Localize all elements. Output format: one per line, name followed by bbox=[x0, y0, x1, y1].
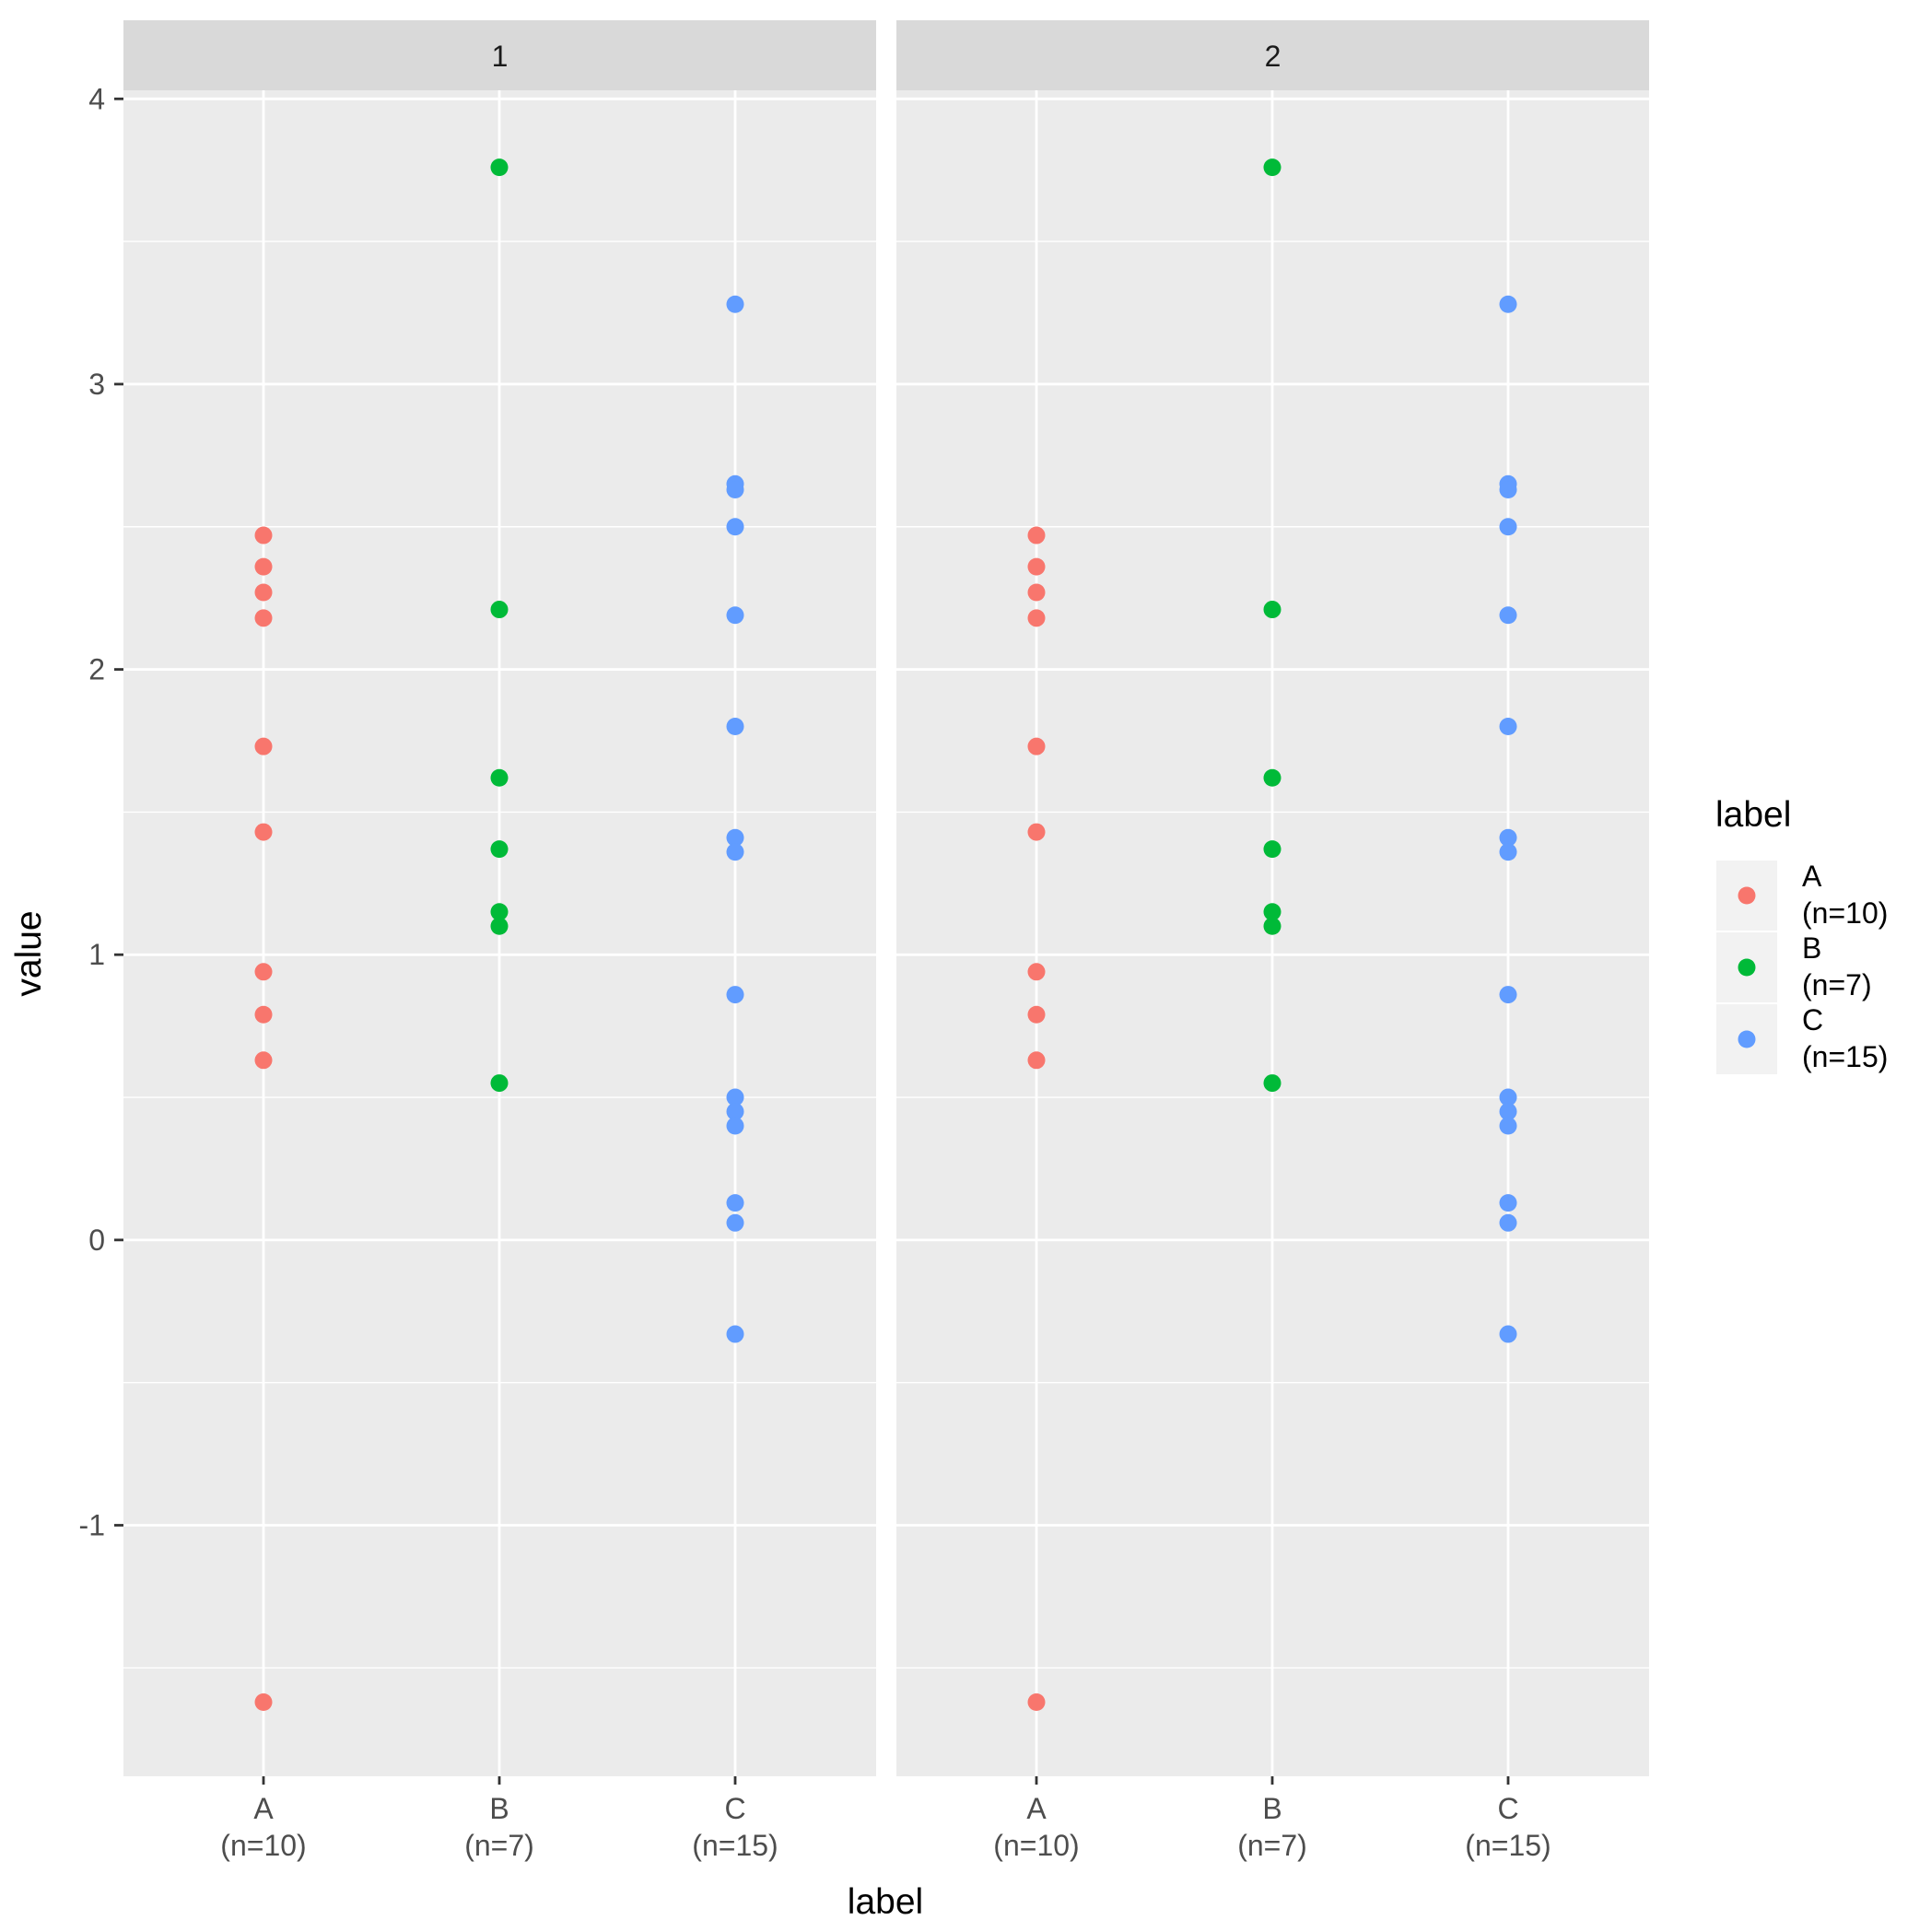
x-tick-label: A (n=10) bbox=[220, 1792, 306, 1862]
legend-title: label bbox=[1715, 795, 1791, 835]
data-point bbox=[726, 518, 744, 536]
data-point bbox=[490, 917, 509, 935]
data-point bbox=[1499, 295, 1517, 313]
data-point bbox=[490, 158, 509, 177]
y-tick-label: -1 bbox=[79, 1509, 105, 1542]
data-point bbox=[1263, 158, 1281, 177]
y-tick-label: 4 bbox=[88, 82, 105, 115]
data-point bbox=[490, 840, 509, 859]
data-point bbox=[254, 1005, 273, 1024]
x-tick-label: C (n=15) bbox=[1465, 1792, 1551, 1862]
data-point bbox=[490, 601, 509, 619]
data-point bbox=[1263, 768, 1281, 787]
y-tick-label: 3 bbox=[88, 368, 105, 401]
data-point bbox=[1027, 583, 1046, 602]
data-point bbox=[1027, 1051, 1046, 1070]
data-point bbox=[726, 1088, 744, 1107]
data-point bbox=[726, 828, 744, 847]
data-point bbox=[726, 1213, 744, 1232]
data-point bbox=[1027, 557, 1046, 576]
data-point bbox=[1027, 823, 1046, 841]
y-tick-label: 0 bbox=[88, 1224, 105, 1257]
data-point bbox=[490, 1074, 509, 1093]
data-point bbox=[1263, 917, 1281, 935]
legend-key-point bbox=[1738, 1030, 1756, 1048]
legend-key bbox=[1714, 1002, 1779, 1076]
facet-strip bbox=[896, 20, 1649, 90]
data-point bbox=[490, 903, 509, 921]
data-point bbox=[726, 843, 744, 861]
data-point bbox=[1027, 1692, 1046, 1711]
data-point bbox=[490, 768, 509, 787]
facet-strip-label: 2 bbox=[1265, 40, 1281, 73]
data-point bbox=[254, 737, 273, 755]
data-point bbox=[1263, 1074, 1281, 1093]
x-tick-label: C (n=15) bbox=[692, 1792, 778, 1862]
data-point bbox=[254, 1051, 273, 1070]
data-point bbox=[1499, 828, 1517, 847]
data-point bbox=[1499, 1088, 1517, 1107]
x-tick-label: B (n=7) bbox=[1237, 1792, 1307, 1862]
data-point bbox=[1263, 601, 1281, 619]
y-axis-title: value bbox=[9, 910, 49, 996]
data-point bbox=[254, 583, 273, 602]
data-point bbox=[726, 1325, 744, 1343]
data-point bbox=[1499, 1325, 1517, 1343]
data-point bbox=[1499, 1194, 1517, 1212]
x-tick-label: B (n=7) bbox=[464, 1792, 534, 1862]
facet-panel-1: 1 A (n=10) B (n=7) C (n=15) bbox=[123, 20, 876, 1862]
data-point bbox=[1499, 481, 1517, 499]
legend: label A (n=10)B (n=7)C (n=15) bbox=[1714, 795, 1888, 1076]
data-point bbox=[1027, 1005, 1046, 1024]
data-point bbox=[1027, 526, 1046, 544]
data-point bbox=[1499, 718, 1517, 736]
data-point bbox=[1027, 737, 1046, 755]
data-point bbox=[1499, 606, 1517, 625]
y-tick-label: 1 bbox=[88, 938, 105, 971]
data-point bbox=[254, 823, 273, 841]
legend-label: B (n=7) bbox=[1802, 931, 1872, 1001]
data-point bbox=[1263, 903, 1281, 921]
x-axis-title: label bbox=[848, 1882, 923, 1922]
data-point bbox=[1499, 518, 1517, 536]
data-point bbox=[1499, 1213, 1517, 1232]
data-point bbox=[254, 526, 273, 544]
facet-strip bbox=[123, 20, 876, 90]
data-point bbox=[726, 606, 744, 625]
legend-label: A (n=10) bbox=[1802, 860, 1888, 930]
data-point bbox=[726, 1117, 744, 1135]
data-point bbox=[1027, 963, 1046, 981]
data-point bbox=[254, 557, 273, 576]
y-tick-label: 2 bbox=[88, 653, 105, 686]
data-point bbox=[726, 1194, 744, 1212]
data-point bbox=[726, 295, 744, 313]
legend-key-point bbox=[1738, 886, 1756, 905]
data-point bbox=[1499, 1103, 1517, 1121]
data-point bbox=[254, 963, 273, 981]
facet-panel-2: 2 A (n=10) B (n=7) C (n=15) bbox=[896, 20, 1649, 1862]
data-point bbox=[254, 609, 273, 627]
facet-strip-label: 1 bbox=[492, 40, 509, 73]
legend-label: C (n=15) bbox=[1802, 1003, 1888, 1073]
data-point bbox=[726, 481, 744, 499]
data-point bbox=[726, 986, 744, 1004]
data-point bbox=[1499, 1117, 1517, 1135]
y-axis: -1 0 1 2 3 4 bbox=[79, 82, 123, 1542]
data-point bbox=[726, 718, 744, 736]
facet-panels: 1 A (n=10) B (n=7) C (n=15) 2 A (n=10) B (n=7) C (n=1… bbox=[123, 20, 1649, 1862]
x-tick-label: A (n=10) bbox=[993, 1792, 1079, 1862]
data-point bbox=[1499, 986, 1517, 1004]
data-point bbox=[1263, 840, 1281, 859]
data-point bbox=[726, 1103, 744, 1121]
data-point bbox=[1499, 843, 1517, 861]
data-point bbox=[1027, 609, 1046, 627]
legend-key-point bbox=[1738, 958, 1756, 977]
data-point bbox=[254, 1692, 273, 1711]
